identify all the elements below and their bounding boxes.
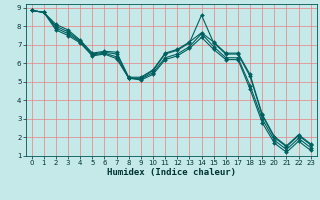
- X-axis label: Humidex (Indice chaleur): Humidex (Indice chaleur): [107, 168, 236, 177]
